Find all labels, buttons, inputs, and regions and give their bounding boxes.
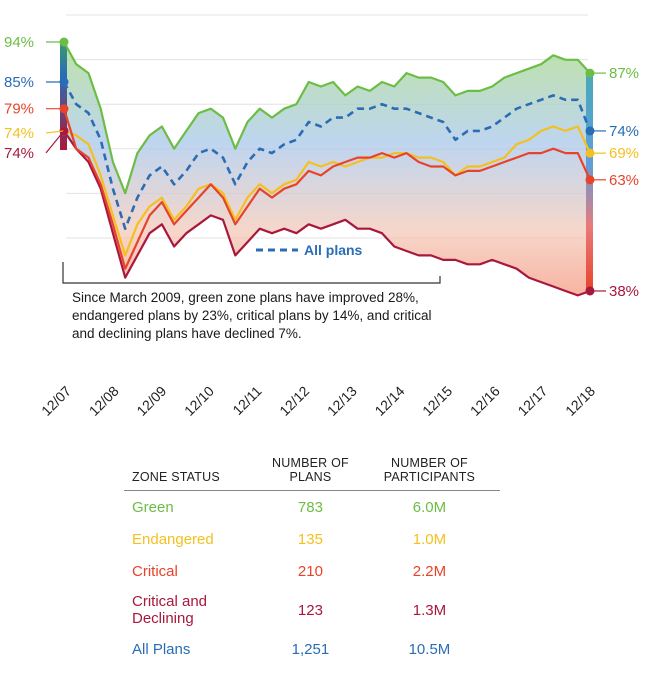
x-tick-label: 12/17 xyxy=(514,383,550,419)
series-lines xyxy=(62,41,592,297)
table-header-row: ZONE STATUS NUMBER OF PLANS NUMBER OF PA… xyxy=(124,452,500,491)
x-tick-label: 12/14 xyxy=(371,383,407,419)
start-leader-critical-and-declining xyxy=(45,130,65,154)
end-label-endangered: 69% xyxy=(609,145,639,162)
zone-plans: 123 xyxy=(297,601,323,619)
series-line-all-plans xyxy=(62,81,592,230)
x-tick-label: 12/15 xyxy=(419,383,455,419)
zone-name: Green xyxy=(132,498,174,516)
zone-name: Endangered xyxy=(132,530,214,548)
start-label-endangered: 74% xyxy=(4,125,34,142)
start-label-all-plans: 85% xyxy=(4,74,34,91)
x-tick-label: 12/13 xyxy=(324,383,360,419)
zone-plans: 1,251 xyxy=(291,640,330,658)
x-tick-label: 12/11 xyxy=(229,383,265,419)
table-row: Critical 210 2.2M xyxy=(124,555,500,587)
x-tick-label: 12/12 xyxy=(276,383,312,419)
end-label-all-plans: 74% xyxy=(609,123,639,140)
zone-participants: 1.3M xyxy=(412,601,447,619)
legend-label: All plans xyxy=(304,242,363,258)
x-tick-label: 12/08 xyxy=(86,383,122,419)
end-label-critical-and-declining: 38% xyxy=(609,283,639,300)
series-line-endangered xyxy=(63,125,591,257)
end-label-critical: 63% xyxy=(609,172,639,189)
zone-participants: 6.0M xyxy=(412,498,447,516)
series-line-green xyxy=(63,41,591,195)
x-axis-ticks: 12/07 12/08 12/09 12/10 12/11 12/12 12/13 12/14… xyxy=(38,383,598,419)
header-number-of-plans: NUMBER OF PLANS xyxy=(262,452,359,491)
end-label-green: 87% xyxy=(609,65,639,82)
annotation-bracket xyxy=(62,262,441,284)
zone-participants: 10.5M xyxy=(408,640,451,658)
zone-name: Critical and Declining xyxy=(132,593,208,627)
start-label-green: 94% xyxy=(4,34,34,51)
x-tick-label: 12/09 xyxy=(133,383,169,419)
series-line-critical xyxy=(62,108,592,270)
start-label-critical: 79% xyxy=(4,101,34,118)
x-tick-label: 12/18 xyxy=(562,383,598,419)
zone-name: Critical xyxy=(132,562,178,580)
zone-plans: 210 xyxy=(297,562,323,580)
zone-participants: 2.2M xyxy=(412,562,447,580)
series-line-critical-and-declining xyxy=(63,130,591,297)
table-row: All Plans 1,251 10.5M xyxy=(124,633,500,665)
zone-status-table: ZONE STATUS NUMBER OF PLANS NUMBER OF PA… xyxy=(124,452,500,665)
table-row: Critical and Declining 123 1.3M xyxy=(124,587,500,633)
zone-plans: 783 xyxy=(297,498,323,516)
x-tick-label: 12/16 xyxy=(467,383,503,419)
table-row: Endangered 135 1.0M xyxy=(124,523,500,555)
x-tick-label: 12/10 xyxy=(181,383,217,419)
start-leader-endangered xyxy=(45,130,65,134)
annotation-text: Since March 2009, green zone plans have … xyxy=(72,290,432,341)
header-zone-status: ZONE STATUS xyxy=(124,452,262,491)
end-labels: 94% 87% 74% 69% 79% 63% 74% 38% 85% 74% xyxy=(4,34,639,300)
legend: All plans xyxy=(256,242,363,258)
zone-participants: 1.0M xyxy=(412,530,447,548)
start-label-critical-and-declining: 74% xyxy=(4,145,34,162)
zone-name: All Plans xyxy=(132,640,191,658)
start-range-bar xyxy=(60,42,67,150)
zone-plans: 135 xyxy=(297,530,323,548)
range-band xyxy=(64,42,590,296)
zone-status-line-chart: 94% 87% 74% 69% 79% 63% 74% 38% 85% 74% All plans… xyxy=(4,14,639,419)
x-tick-label: 12/07 xyxy=(38,383,74,419)
header-number-of-participants: NUMBER OF PARTICIPANTS xyxy=(358,452,500,491)
table-row: Green 783 6.0M xyxy=(124,491,500,524)
